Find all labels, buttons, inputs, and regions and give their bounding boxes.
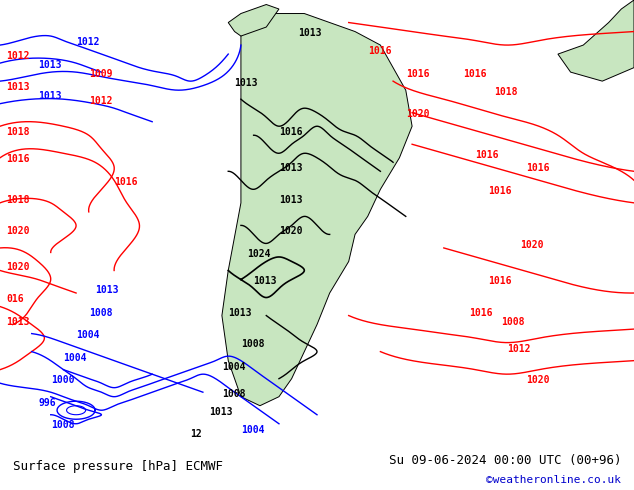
Text: 1013: 1013 xyxy=(95,285,119,295)
Text: 1012: 1012 xyxy=(76,37,100,47)
Polygon shape xyxy=(558,0,634,81)
Text: 1016: 1016 xyxy=(488,186,512,196)
Text: 1000: 1000 xyxy=(51,375,74,385)
Text: 1013: 1013 xyxy=(38,60,61,70)
Text: Surface pressure [hPa] ECMWF: Surface pressure [hPa] ECMWF xyxy=(13,460,223,473)
Text: 1004: 1004 xyxy=(222,362,245,371)
Polygon shape xyxy=(222,14,412,406)
Text: 1016: 1016 xyxy=(488,276,512,286)
Text: 1013: 1013 xyxy=(228,308,252,318)
Text: 1016: 1016 xyxy=(469,308,493,318)
Text: 1013: 1013 xyxy=(6,82,30,92)
Text: 1013: 1013 xyxy=(254,276,277,286)
Text: 1008: 1008 xyxy=(501,317,524,326)
Text: 1008: 1008 xyxy=(51,420,74,430)
Text: 1016: 1016 xyxy=(476,150,499,160)
Text: 996: 996 xyxy=(38,398,56,408)
Text: 1020: 1020 xyxy=(520,240,543,250)
Text: 1018: 1018 xyxy=(6,127,30,137)
Text: 1016: 1016 xyxy=(368,46,391,56)
Text: 1004: 1004 xyxy=(241,425,264,435)
Text: 1020: 1020 xyxy=(6,226,30,236)
Text: 1013: 1013 xyxy=(38,91,61,101)
Text: 1012: 1012 xyxy=(507,343,531,354)
Text: 1013: 1013 xyxy=(279,163,302,173)
Text: 1013: 1013 xyxy=(298,28,321,38)
Text: 1020: 1020 xyxy=(526,375,550,385)
Text: 1020: 1020 xyxy=(406,109,429,119)
Text: 1008: 1008 xyxy=(241,339,264,349)
Text: 1016: 1016 xyxy=(526,163,550,173)
Text: 1009: 1009 xyxy=(89,69,112,78)
Text: 12: 12 xyxy=(190,429,202,439)
Text: 1024: 1024 xyxy=(247,249,271,259)
Text: 1012: 1012 xyxy=(89,96,112,106)
Text: 1018: 1018 xyxy=(6,195,30,205)
Text: 1016: 1016 xyxy=(406,69,429,78)
Text: 1016: 1016 xyxy=(114,177,138,187)
Text: 1004: 1004 xyxy=(63,353,87,363)
Text: 1008: 1008 xyxy=(89,308,112,318)
Text: 1013: 1013 xyxy=(209,407,233,416)
Text: 1018: 1018 xyxy=(495,87,518,97)
Text: 1020: 1020 xyxy=(279,226,302,236)
Text: 1020: 1020 xyxy=(6,263,30,272)
Text: 1016: 1016 xyxy=(6,154,30,164)
Text: 016: 016 xyxy=(6,294,24,304)
Text: 1013: 1013 xyxy=(279,195,302,205)
Text: 1008: 1008 xyxy=(222,389,245,399)
Text: 1012: 1012 xyxy=(6,50,30,61)
Text: 1016: 1016 xyxy=(279,127,302,137)
Text: 1013: 1013 xyxy=(235,77,258,88)
Polygon shape xyxy=(228,4,279,36)
Text: Su 09-06-2024 00:00 UTC (00+96): Su 09-06-2024 00:00 UTC (00+96) xyxy=(389,454,621,467)
Text: 1004: 1004 xyxy=(76,330,100,340)
Text: 1016: 1016 xyxy=(463,69,486,78)
Text: 1013: 1013 xyxy=(6,317,30,326)
Text: ©weatheronline.co.uk: ©weatheronline.co.uk xyxy=(486,475,621,485)
